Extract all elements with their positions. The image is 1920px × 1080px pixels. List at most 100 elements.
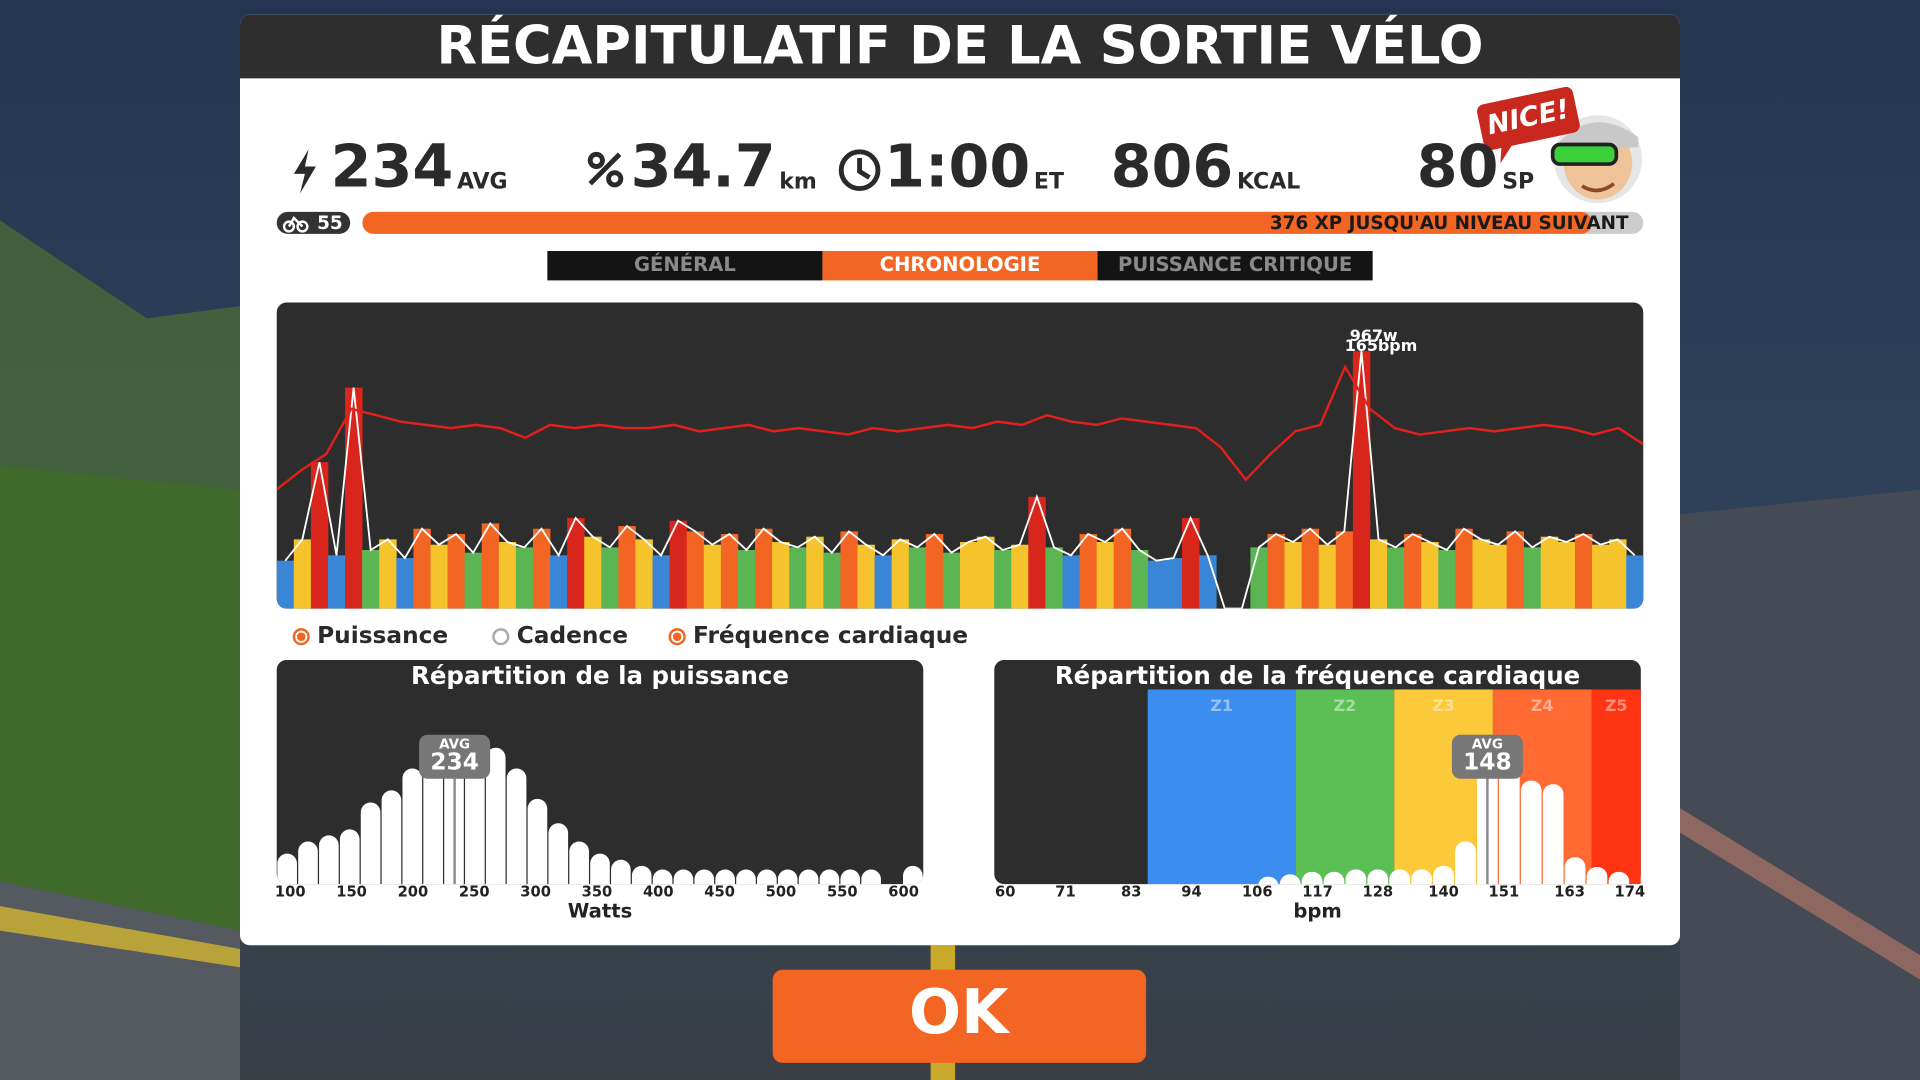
power-bar: [755, 528, 773, 609]
zone-label: Z1: [1210, 696, 1233, 715]
power-bar: [1352, 351, 1371, 609]
legend-radio-dot: [296, 632, 306, 642]
power-bar: [413, 528, 431, 609]
power-bar: [1079, 534, 1098, 609]
legend-item[interactable]: Cadence: [492, 622, 628, 649]
power-bar: [669, 520, 688, 609]
stat-value: 234: [331, 131, 454, 200]
power-bar: [772, 542, 790, 609]
tab-label[interactable]: GÉNÉRAL: [634, 253, 736, 276]
power-distribution-title: Répartition de la puissance: [411, 661, 789, 690]
peak-label: 165bpm: [1345, 336, 1418, 355]
x-tick-label: 600: [888, 884, 919, 901]
legend-radio: [492, 628, 510, 646]
x-tick-label: 250: [459, 884, 490, 901]
histogram-bar: [590, 853, 610, 885]
histogram-bar: [1433, 865, 1454, 885]
power-bar: [1113, 528, 1132, 609]
legend-label: Puissance: [317, 622, 448, 649]
xp-progress: [362, 211, 1593, 234]
title-bar: [240, 14, 1680, 79]
tab-label[interactable]: PUISSANCE CRITIQUE: [1118, 253, 1352, 276]
avg-label: AVG: [1472, 737, 1503, 752]
power-bar: [601, 547, 619, 609]
histogram-bar: [1608, 871, 1630, 885]
power-bar: [1284, 542, 1302, 609]
histogram-bar: [298, 841, 318, 885]
histogram-bar: [1389, 869, 1411, 885]
histogram-bar: [423, 756, 443, 885]
power-bar: [994, 550, 1012, 609]
speed-icon: [587, 151, 624, 188]
power-bar: [1557, 542, 1576, 609]
power-bar: [1318, 544, 1337, 609]
x-tick-label: 100: [275, 884, 306, 901]
power-distribution-chart: [277, 744, 923, 885]
x-tick-label: 106: [1242, 884, 1273, 901]
power-bar: [618, 526, 636, 609]
histogram-bar: [485, 747, 506, 885]
histogram-bar: [798, 869, 819, 885]
ok-label[interactable]: OK: [909, 977, 1011, 1048]
histogram-bar: [631, 865, 652, 885]
stat-unit: AVG: [457, 169, 508, 194]
power-bar: [857, 544, 875, 609]
histogram-bar: [1258, 876, 1279, 885]
power-bar: [891, 539, 910, 609]
avg-value: 148: [1463, 748, 1512, 775]
tab[interactable]: [547, 251, 823, 281]
histogram-bar: [1411, 869, 1432, 885]
avg-label: AVG: [439, 737, 470, 752]
histogram-bar: [903, 865, 923, 885]
power-bar: [1574, 534, 1593, 609]
histogram-bar: [339, 829, 360, 885]
zone-label: Z5: [1605, 696, 1628, 715]
power-bar: [942, 552, 961, 609]
histogram-bar: [611, 859, 631, 885]
power-bar: [652, 555, 670, 609]
x-tick-label: 71: [1055, 884, 1075, 901]
x-tick-label: 174: [1615, 884, 1646, 901]
power-bar: [327, 555, 346, 609]
power-bar: [686, 531, 705, 609]
hr-zone: [1147, 689, 1296, 885]
title: RÉCAPITULATIF DE LA SORTIE VÉLO: [437, 14, 1484, 77]
power-bar: [379, 539, 397, 609]
histogram-bar: [319, 835, 339, 885]
power-axis-label: Watts: [568, 900, 632, 923]
level-pill: [276, 211, 351, 234]
x-tick-label: 60: [995, 884, 1015, 901]
legend-item[interactable]: Fréquence cardiaque: [668, 622, 968, 649]
histogram-bar: [736, 869, 756, 885]
power-bar: [567, 518, 585, 609]
power-bar: [1472, 539, 1490, 609]
histogram-bar: [277, 853, 297, 885]
hr-zone: [1295, 689, 1395, 885]
power-bar: [1455, 528, 1473, 609]
power-bar: [1096, 542, 1115, 609]
tab[interactable]: [822, 251, 1098, 281]
tab[interactable]: [1097, 251, 1373, 281]
power-bar: [584, 536, 602, 609]
stat-unit: SP: [1502, 169, 1534, 194]
power-bar: [1438, 550, 1456, 609]
legend-item[interactable]: Puissance: [292, 622, 448, 649]
power-bar: [789, 547, 807, 609]
x-tick-label: 151: [1489, 884, 1520, 901]
power-bar: [550, 555, 568, 609]
x-tick-label: 128: [1362, 884, 1393, 901]
tab-label[interactable]: CHRONOLOGIE: [880, 253, 1041, 276]
hr-distribution-title: Répartition de la fréquence cardiaque: [1055, 661, 1580, 690]
timeline-panel: [276, 302, 1644, 609]
ok-button[interactable]: [772, 969, 1147, 1063]
stat-unit: km: [779, 169, 817, 194]
histogram-bar: [402, 768, 423, 885]
power-bar: [874, 555, 893, 609]
power-bar: [806, 536, 824, 609]
power-bar: [1335, 531, 1354, 609]
power-bar: [498, 542, 517, 609]
power-bar: [703, 544, 722, 609]
avg-badge: [419, 734, 491, 779]
power-bar: [293, 539, 312, 609]
